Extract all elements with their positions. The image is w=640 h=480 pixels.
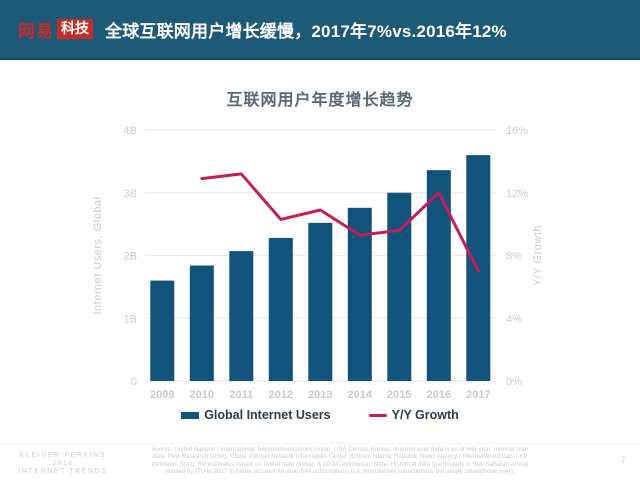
y-left-tick: 0: [131, 376, 137, 388]
bar-2012: [268, 237, 293, 381]
chart-title: 互联网用户年度增长趋势: [226, 92, 414, 109]
bar-2011: [229, 251, 254, 381]
y-left-tick: 1B: [124, 313, 137, 325]
x-tick-2010: 2010: [190, 389, 214, 401]
legend-label: Global Internet Users: [204, 408, 331, 422]
brand-line: INTERNET TRENDS: [18, 468, 108, 476]
source-line: data: Pew Research (USA), China Internet…: [152, 454, 528, 461]
y-left-axis-title: Internet Users, Global: [92, 197, 104, 315]
bar-2009: [150, 280, 175, 381]
source-line: estimates (Iran). KP estimates based on …: [151, 461, 529, 468]
x-tick-2012: 2012: [269, 389, 293, 401]
x-tick-2011: 2011: [229, 389, 253, 401]
brand-line: KLEINER PERKINS: [19, 452, 107, 459]
bar-2014: [347, 207, 372, 381]
y-right-tick: 16%: [506, 125, 528, 137]
y-right-tick: 8%: [506, 251, 522, 263]
legend-label: Y/Y Growth: [391, 408, 459, 422]
x-tick-2009: 2009: [150, 389, 174, 401]
y-right-tick: 12%: [506, 188, 528, 200]
netease-tech-logo: 网易 科技: [18, 17, 93, 42]
y-right-tick: 4%: [506, 313, 522, 325]
source-line: revised by ITU in 2017 to better account…: [165, 469, 515, 476]
y-left-tick: 2B: [124, 251, 137, 263]
page-number: 7: [620, 455, 626, 465]
y-left-tick: 3B: [124, 188, 137, 200]
page-title: 全球互联网用户增长缓慢，2017年7%vs.2016年12%: [105, 21, 507, 41]
x-tick-2013: 2013: [308, 389, 332, 401]
y-left-tick: 4B: [124, 125, 137, 137]
legend-item-global-internet-users: Global Internet Users: [181, 408, 331, 422]
growth-line: [200, 172, 480, 273]
x-tick-2015: 2015: [387, 389, 411, 401]
brand-block: KLEINER PERKINS 2018 INTERNET TRENDS: [8, 452, 118, 477]
bar-2016: [426, 170, 451, 381]
line-series-swatch: [368, 413, 387, 417]
bar-2010: [189, 265, 214, 381]
logo-text-wangyi: 网易: [18, 21, 54, 41]
x-tick-2016: 2016: [427, 389, 451, 401]
x-tick-2017: 2017: [466, 389, 490, 401]
brand-line: 2018: [52, 460, 74, 468]
header-bar: 网易 科技 全球互联网用户增长缓慢，2017年7%vs.2016年12%: [0, 0, 640, 60]
footer-divider: [0, 443, 640, 444]
bar-series-swatch: [181, 411, 200, 419]
x-tick-2014: 2014: [348, 389, 373, 401]
y-right-axis-title: Y/Y Growth: [532, 225, 544, 286]
chart-legend: Global Internet Users Y/Y Growth: [0, 406, 640, 424]
legend-item-yy-growth: Y/Y Growth: [368, 408, 459, 422]
source-note: Source: United Nations / International T…: [128, 447, 552, 477]
bar-2013: [308, 222, 333, 381]
logo-badge-keji: 科技: [57, 19, 93, 39]
y-right-tick: 0%: [506, 376, 522, 388]
source-line: Source: United Nations / International T…: [151, 447, 529, 453]
